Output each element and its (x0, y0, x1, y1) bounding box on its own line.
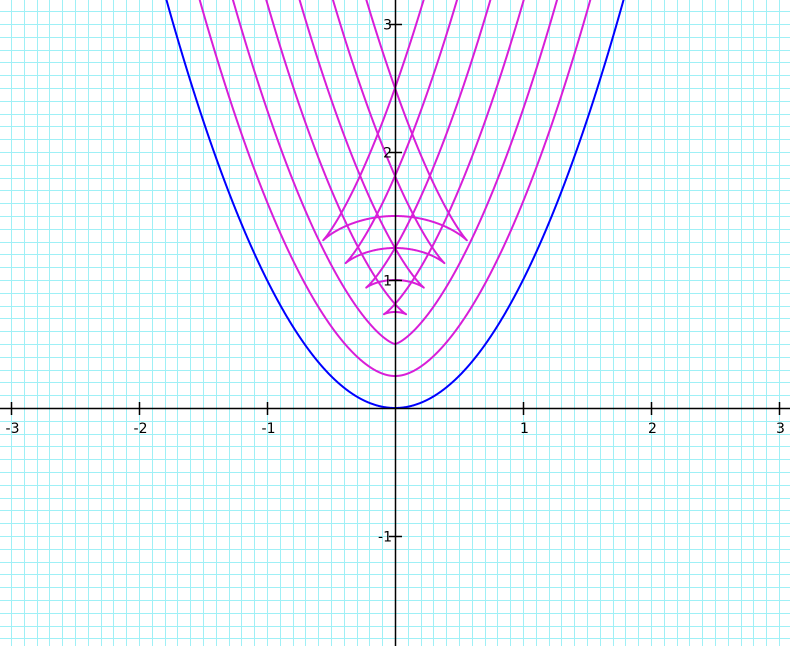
x-tick-label: 3 (776, 421, 785, 437)
y-tick-label: -1 (378, 530, 392, 546)
y-tick-label: 3 (383, 18, 392, 34)
x-tick-label: 1 (520, 421, 529, 437)
x-tick-label: -1 (262, 421, 276, 437)
x-tick-label: -2 (134, 421, 148, 437)
tick-labels: -3 -2 -1 1 2 3 -1 1 2 3 (6, 18, 785, 546)
x-tick-label: 2 (648, 421, 657, 437)
y-tick-label: 2 (383, 146, 392, 162)
x-tick-label: -3 (6, 421, 20, 437)
y-tick-label: 1 (383, 274, 392, 290)
